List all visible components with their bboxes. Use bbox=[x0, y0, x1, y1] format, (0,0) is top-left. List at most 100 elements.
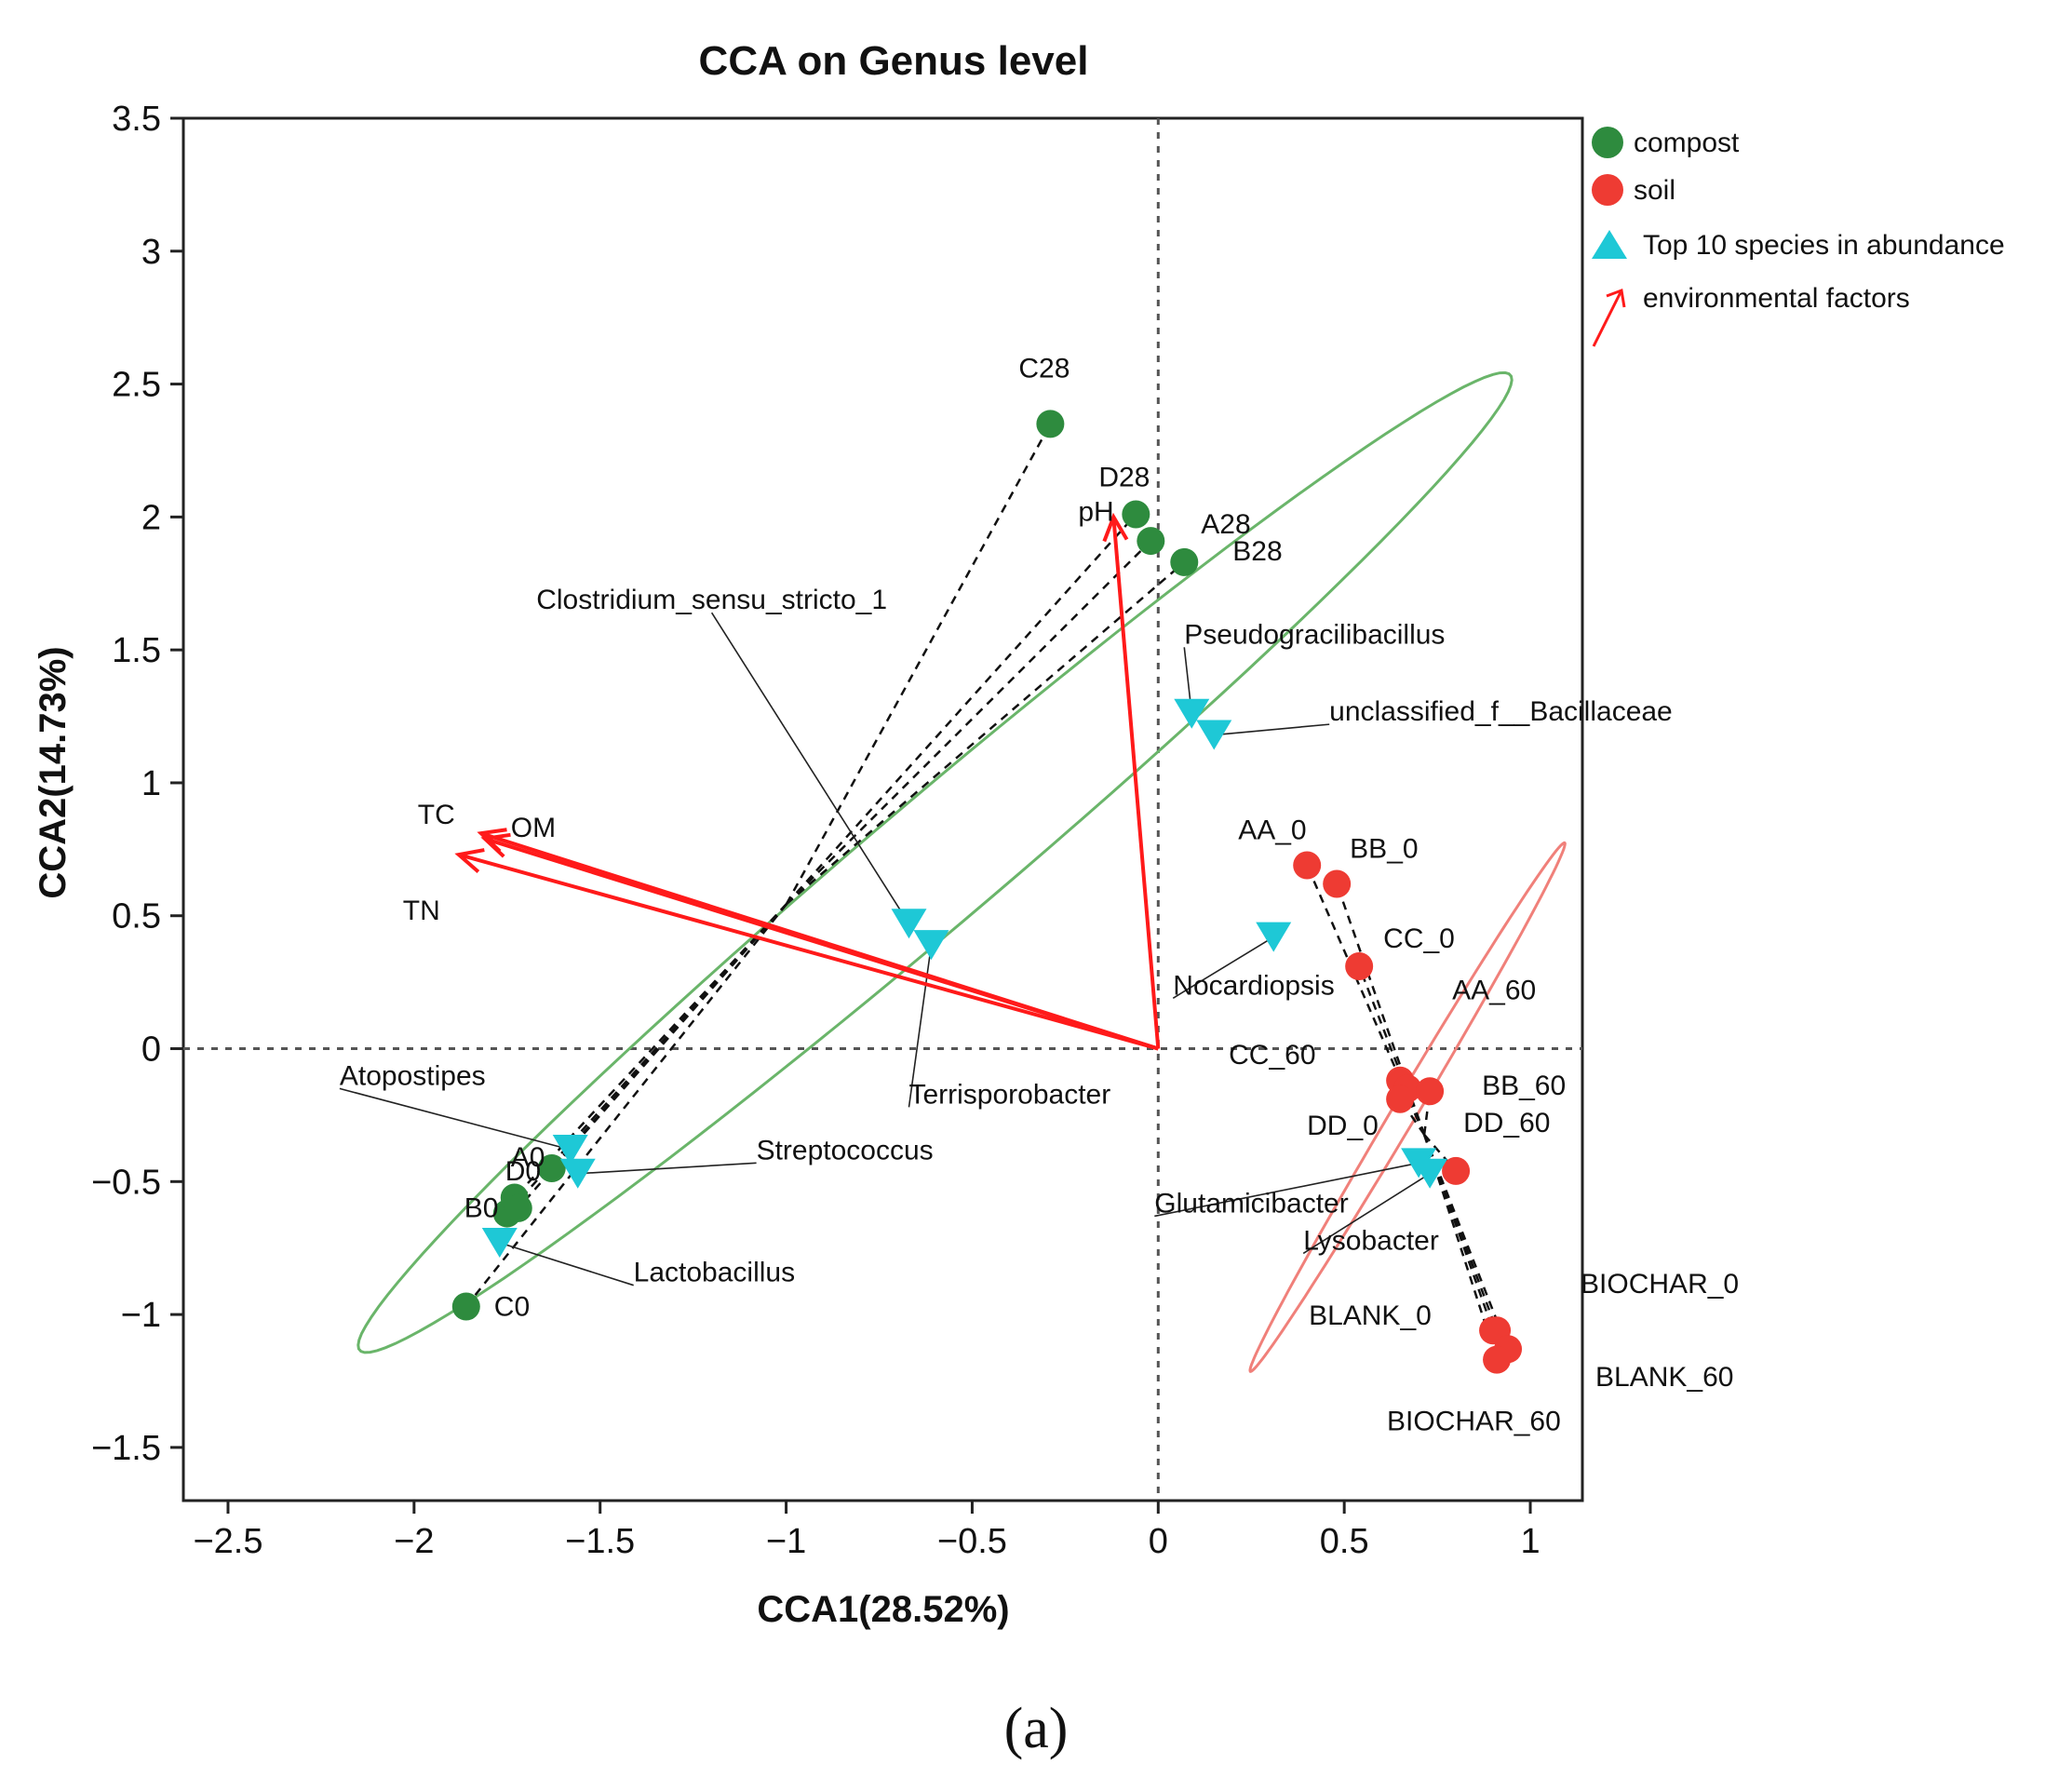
compost-point-b28 bbox=[1170, 547, 1199, 576]
x-tick-label: 0 bbox=[1149, 1522, 1168, 1561]
sample-label-biochar-0: BIOCHAR_0 bbox=[1581, 1269, 1739, 1300]
soil-point-dd-0 bbox=[1386, 1084, 1415, 1113]
legend-soil-marker bbox=[1592, 174, 1623, 206]
environmental-factor-arrows bbox=[454, 512, 1161, 1051]
axis-ticks: −2.5 −2 −1.5 −1 −0.5 0 0.5 1 −1.5 −1 −0.5 0 0.5 1 1.5 2… bbox=[91, 100, 1541, 1561]
soil-point-biochar-60 bbox=[1483, 1345, 1512, 1374]
sample-label-aa-60: AA_60 bbox=[1452, 975, 1536, 1005]
y-tick-label: 1 bbox=[141, 764, 161, 803]
compost-dashed-line bbox=[786, 513, 1137, 905]
compost-point-a0 bbox=[537, 1154, 566, 1183]
legend-species-marker bbox=[1592, 230, 1627, 259]
soil-point-blank-0 bbox=[1479, 1316, 1508, 1345]
centroid-dashed-lines bbox=[464, 423, 1510, 1361]
species-marker-streptococcus bbox=[559, 1158, 596, 1189]
compost-point-a28 bbox=[1137, 527, 1165, 556]
species-marker-lactobacillus bbox=[481, 1227, 518, 1258]
leader-streptococcus bbox=[577, 1162, 757, 1175]
y-tick-label: 0.5 bbox=[112, 897, 161, 936]
sample-label-blank-60: BLANK_60 bbox=[1595, 1362, 1733, 1393]
leader-nocardiopsis bbox=[1172, 936, 1274, 999]
sample-label-a28: A28 bbox=[1201, 509, 1250, 540]
species-label-clostridium-sensu-stricto-1: Clostridium_sensu_stricto_1 bbox=[536, 585, 887, 615]
compost-dashed-line bbox=[785, 423, 1052, 905]
soil-dashed-line bbox=[1406, 1087, 1426, 1136]
sample-label-dd-0: DD_0 bbox=[1307, 1111, 1379, 1141]
sample-label-a0: A0 bbox=[511, 1142, 545, 1173]
compost-point-c28 bbox=[1036, 410, 1065, 438]
y-tick-label: 0 bbox=[141, 1030, 161, 1070]
sample-label-aa-0: AA_0 bbox=[1238, 815, 1306, 845]
species-label-unclassified-f-bacillaceae: unclassified_f__Bacillaceae bbox=[1329, 696, 1673, 727]
soil-point-cc-0 bbox=[1345, 951, 1374, 980]
sample-label-b0: B0 bbox=[464, 1193, 499, 1224]
zero-lines bbox=[183, 118, 1582, 1501]
x-tick-label: −1 bbox=[766, 1522, 806, 1561]
leader-terrisporobacter bbox=[908, 945, 933, 1108]
species-marker-clostridium-sensu-stricto-1 bbox=[891, 909, 927, 939]
y-tick-label: −1 bbox=[121, 1296, 161, 1335]
species-marker-atopostipes bbox=[552, 1135, 588, 1165]
x-tick-label: −0.5 bbox=[937, 1522, 1007, 1561]
species-label-lactobacillus: Lactobacillus bbox=[634, 1258, 795, 1288]
confidence-ellipses bbox=[357, 370, 1567, 1373]
soil-point-bb-60 bbox=[1416, 1077, 1445, 1106]
sample-label-b28: B28 bbox=[1232, 536, 1282, 567]
label-leader-lines bbox=[339, 612, 1431, 1286]
arrowhead-tn bbox=[454, 848, 485, 874]
species-marker-unclassified-f-bacillaceae bbox=[1196, 720, 1232, 750]
legend-compost-label: compost bbox=[1634, 128, 1740, 158]
y-tick-label: −1.5 bbox=[91, 1429, 161, 1468]
sample-label-bb-0: BB_0 bbox=[1350, 833, 1418, 864]
x-tick-label: −2 bbox=[394, 1522, 434, 1561]
legend-factor-arrow-line bbox=[1592, 290, 1623, 347]
species-label-glutamicibacter: Glutamicibacter bbox=[1154, 1188, 1348, 1219]
sample-label-c0: C0 bbox=[494, 1292, 530, 1323]
sample-points bbox=[451, 410, 1523, 1374]
leader-lactobacillus bbox=[499, 1242, 634, 1286]
arrow-ph bbox=[1111, 517, 1161, 1049]
species-marker-terrisporobacter bbox=[913, 930, 949, 961]
sample-label-c28: C28 bbox=[1018, 353, 1070, 384]
soil-point-dd-60 bbox=[1442, 1156, 1471, 1185]
species-label-lysobacter: Lysobacter bbox=[1303, 1225, 1439, 1256]
sample-label-dd-60: DD_60 bbox=[1463, 1108, 1550, 1138]
legend-soil-label: soil bbox=[1634, 175, 1675, 206]
compost-point-d28 bbox=[1122, 500, 1150, 529]
species-label-pseudogracilibacillus: Pseudogracilibacillus bbox=[1184, 619, 1445, 650]
y-tick-label: 2 bbox=[141, 498, 161, 537]
species-label-nocardiopsis: Nocardiopsis bbox=[1173, 970, 1334, 1001]
plot-frame bbox=[182, 116, 1584, 1502]
species-marker-pseudogracilibacillus bbox=[1174, 698, 1210, 729]
compost-dashed-line bbox=[786, 560, 1186, 905]
soil-ellipse bbox=[1248, 841, 1567, 1373]
chart-title: CCA on Genus level bbox=[699, 38, 1089, 84]
arrowhead-om bbox=[480, 832, 511, 858]
sample-label-bb-60: BB_60 bbox=[1482, 1071, 1566, 1101]
compost-dashed-line bbox=[517, 903, 787, 1209]
y-tick-label: 3.5 bbox=[112, 100, 161, 139]
sample-label-cc-0: CC_0 bbox=[1383, 923, 1455, 954]
legend-factor-label: environmental factors bbox=[1643, 283, 1910, 314]
x-tick-label: 0.5 bbox=[1320, 1522, 1369, 1561]
compost-point-c0 bbox=[451, 1292, 480, 1321]
arrow-tn bbox=[458, 853, 1159, 1051]
factor-label-om: OM bbox=[511, 813, 556, 843]
sample-label-blank-0: BLANK_0 bbox=[1309, 1300, 1432, 1331]
y-tick-label: −0.5 bbox=[91, 1163, 161, 1202]
y-axis-title: CCA2(14.73%) bbox=[33, 646, 74, 898]
arrow-om bbox=[484, 837, 1159, 1051]
compost-dashed-line bbox=[786, 540, 1152, 905]
sample-label-biochar-60: BIOCHAR_60 bbox=[1387, 1407, 1561, 1437]
legend: compost soil Top 10 species in abundance… bbox=[1592, 127, 2005, 347]
compost-point-d0 bbox=[504, 1193, 532, 1222]
x-tick-label: −2.5 bbox=[193, 1522, 262, 1561]
leader-atopostipes bbox=[339, 1087, 571, 1151]
leader-lysobacter bbox=[1302, 1173, 1431, 1255]
species-label-atopostipes: Atopostipes bbox=[340, 1060, 486, 1091]
species-marker-lysobacter bbox=[1412, 1158, 1448, 1189]
leader-unclassified-f-bacillaceae bbox=[1214, 723, 1330, 736]
arrowhead-ph bbox=[1102, 512, 1129, 543]
